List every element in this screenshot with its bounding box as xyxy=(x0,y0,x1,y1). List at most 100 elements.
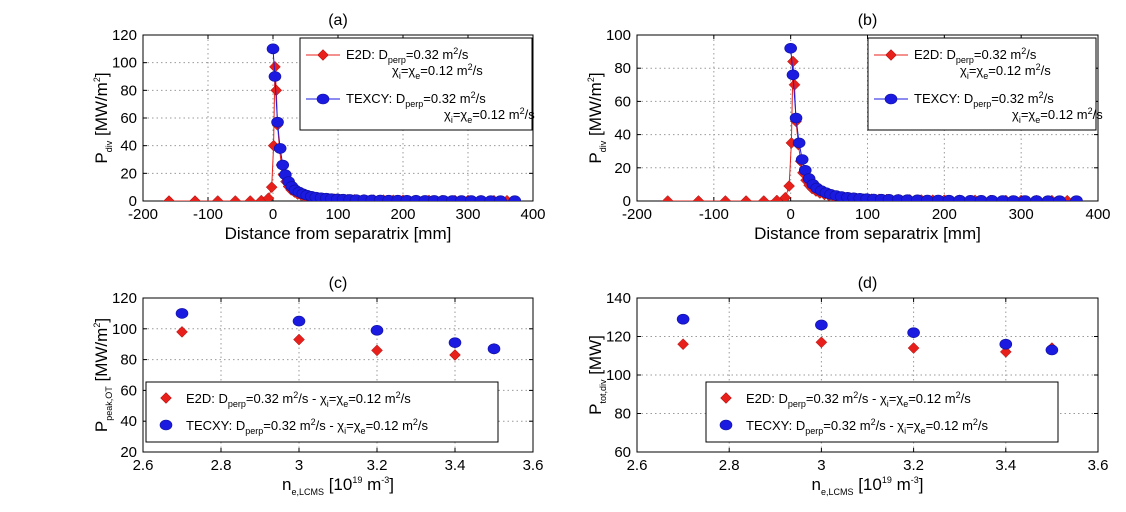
label-part: =0.32 m xyxy=(423,91,470,106)
y-tick-label: 120 xyxy=(112,27,137,44)
x-tick-label: 400 xyxy=(520,206,545,223)
legend-box xyxy=(705,381,1059,443)
label-part: =χ xyxy=(453,107,468,122)
label-part: e,LCMS xyxy=(821,487,854,497)
label-part: χ xyxy=(444,107,451,122)
y-tick-label: 20 xyxy=(120,165,137,182)
data-point-texcy xyxy=(268,71,282,82)
data-point-texcy xyxy=(789,112,803,124)
legend-marker xyxy=(159,419,173,431)
label-part: E2D: D xyxy=(746,391,788,406)
data-point-texcy xyxy=(784,42,797,54)
data-layer xyxy=(175,308,501,361)
label-part: /s - xyxy=(316,418,338,433)
data-point-tecxy xyxy=(676,313,690,325)
data-point-texcy xyxy=(974,195,988,201)
data-point-texcy xyxy=(795,154,809,165)
y-tick-label: 80 xyxy=(120,352,137,369)
label-part: peak,OT xyxy=(104,386,114,421)
y-axis-label: Ppeak,OT [MW/m2] xyxy=(92,318,114,432)
x-tick-label: 3.6 xyxy=(1088,457,1109,474)
label-part: ] xyxy=(586,72,605,77)
data-point-e2d xyxy=(815,336,828,349)
data-point-e2d xyxy=(163,195,175,201)
label-part: /s - xyxy=(858,391,880,406)
legend-label: χi=χe=0.12 m2/s xyxy=(1012,106,1103,125)
data-point-e2d xyxy=(907,342,920,354)
label-part: /s xyxy=(401,391,412,406)
data-point-e2d xyxy=(229,195,242,201)
label-part: /s xyxy=(1041,63,1052,78)
data-point-e2d xyxy=(244,195,257,201)
label-part: 19 xyxy=(352,475,362,485)
x-tick-label: 400 xyxy=(1085,206,1110,223)
data-point-e2d xyxy=(189,195,201,201)
label-part: e xyxy=(343,399,348,409)
label-part: E2D: D xyxy=(914,47,956,62)
data-point-e2d xyxy=(265,181,278,194)
label-part: div xyxy=(104,140,114,152)
data-point-tecxy xyxy=(815,319,828,331)
label-part: tot,div xyxy=(598,379,608,404)
data-point-texcy xyxy=(1018,195,1032,201)
data-point-texcy xyxy=(266,43,280,55)
data-point-texcy xyxy=(1070,195,1083,201)
y-tick-label: 80 xyxy=(120,82,137,99)
legend-label: E2D: Dperp=0.32 m2/s xyxy=(914,46,1037,65)
x-tick-label: 2.8 xyxy=(719,457,740,474)
x-tick-label: 300 xyxy=(1009,206,1034,223)
data-point-texcy xyxy=(942,194,956,201)
x-tick-label: 3.4 xyxy=(995,457,1016,474)
label-part: =0.32 m xyxy=(263,418,310,433)
label-part: =0.32 m xyxy=(806,391,853,406)
label-part: e xyxy=(903,399,908,409)
x-tick-label: 200 xyxy=(932,206,957,223)
label-part: i xyxy=(887,399,889,409)
legend-label: E2D: Dperp=0.32 m2/s xyxy=(346,46,469,65)
data-point-tecxy xyxy=(448,337,462,348)
data-point-texcy xyxy=(921,194,934,201)
label-part: perp xyxy=(788,399,806,409)
label-part: =0.32 m xyxy=(991,91,1038,106)
panel-b: -200 -100 0 100 200 300 400 0 20 40 60 80 100 (b) Dist… xyxy=(586,12,1111,243)
legend-marker xyxy=(719,419,733,431)
label-part: i xyxy=(967,71,969,81)
label-part: n xyxy=(282,475,291,494)
data-layer xyxy=(676,313,1059,358)
panel-title: (c) xyxy=(329,275,348,292)
y-tick-label: 80 xyxy=(614,406,631,423)
label-part: =0.12 m xyxy=(420,63,467,78)
label-part: perp xyxy=(245,426,263,436)
label-part: /s xyxy=(458,47,469,62)
panel-d: 2.6 2.8 3 3.2 3.4 3.6 60 80 100 120 140 (d) ne,LCMS … xyxy=(586,275,1108,497)
label-part: =0.12 m xyxy=(1040,107,1087,122)
y-tick-label: 40 xyxy=(614,127,631,144)
y-axis-label: Pdiv [MW/m2] xyxy=(586,72,608,163)
label-part: 2 xyxy=(413,417,418,427)
y-tick-label: 100 xyxy=(606,367,631,384)
label-part: ] xyxy=(92,72,111,77)
y-tick-label: 120 xyxy=(606,329,631,346)
x-tick-label: 3 xyxy=(295,457,303,474)
y-tick-label: 0 xyxy=(623,193,631,210)
label-part: i xyxy=(451,115,453,125)
y-tick-label: 40 xyxy=(120,138,137,155)
label-part: [MW/m xyxy=(92,82,111,141)
data-point-e2d xyxy=(449,349,461,361)
x-tick-label: 100 xyxy=(855,206,880,223)
data-point-e2d xyxy=(692,195,705,201)
x-tick-label: 3.2 xyxy=(903,457,924,474)
data-point-e2d xyxy=(787,55,799,68)
label-part: e xyxy=(415,71,420,81)
y-tick-label: 80 xyxy=(614,60,631,77)
legend-label: χi=χe=0.12 m2/s xyxy=(444,106,535,125)
label-part: P xyxy=(586,152,605,163)
label-part: ] xyxy=(389,475,394,494)
label-part: =0.32 m xyxy=(823,418,870,433)
label-part: i xyxy=(904,426,906,436)
panel-title: (d) xyxy=(858,275,878,292)
data-point-e2d xyxy=(677,338,689,351)
label-part: 2 xyxy=(1039,90,1044,100)
label-part: -3 xyxy=(381,475,389,485)
label-part: /s xyxy=(1044,91,1055,106)
